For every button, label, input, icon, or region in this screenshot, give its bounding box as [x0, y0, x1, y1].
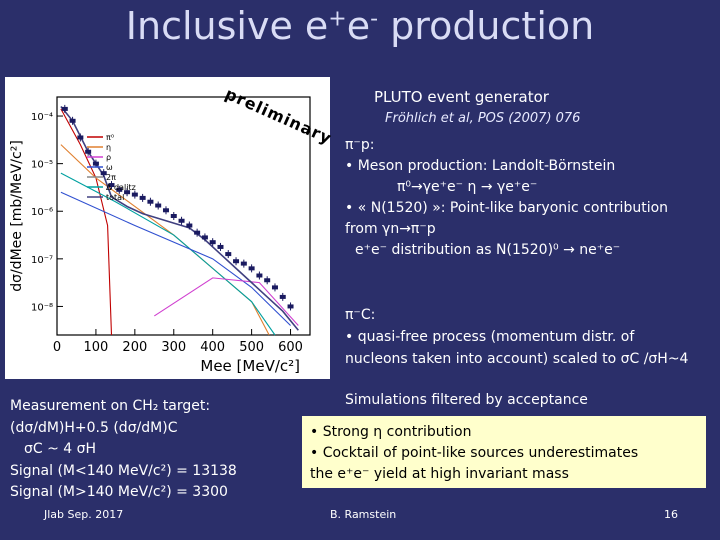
plot-frame: [56, 96, 311, 336]
rho-curve: [154, 277, 299, 326]
data-point: [147, 199, 154, 204]
data-point: [225, 252, 232, 257]
data-point: [194, 230, 201, 235]
pic-block: π⁻C: • quasi-free process (momentum dist…: [345, 304, 715, 370]
data-point: [139, 195, 146, 200]
data-point: [131, 192, 138, 197]
data-point: [233, 259, 240, 264]
bullet-n1520-dist: e⁺e⁻ distribution as N(1520)⁰ → ne⁺e⁻: [355, 242, 621, 258]
legend-entry: Δ dalitz: [106, 183, 136, 192]
legend-entry: ω: [106, 163, 113, 172]
x-tick-label: 200: [122, 340, 147, 355]
legend-entry: η: [106, 143, 111, 152]
pip-header: π⁻p:: [345, 137, 375, 153]
data-point: [108, 183, 115, 188]
data-point: [155, 203, 162, 208]
data-point: [178, 218, 185, 223]
y-axis-label: dσ/dMee [mb/MeV/c²]: [9, 140, 25, 292]
omega-curve: [60, 191, 291, 326]
meas-target: Measurement on CH₂ target:: [10, 398, 211, 414]
x-tick-label: 0: [53, 340, 61, 355]
bullet-meson: • Meson production: Landolt-Börnstein: [345, 158, 616, 174]
x-tick-label: 300: [161, 340, 186, 355]
pip-block: π⁻p: • Meson production: Landolt-Börnste…: [345, 135, 710, 261]
meas-ratio: σC ~ 4 σH: [24, 441, 97, 457]
x-tick-label: 600: [278, 340, 303, 355]
legend-entry: 2π: [106, 173, 116, 182]
data-point: [170, 214, 177, 218]
footer-event: Jlab Sep. 2017: [44, 508, 124, 521]
pi0-curve: [60, 108, 113, 336]
conclusion-box: • Strong η contribution • Cocktail of po…: [302, 416, 706, 488]
bullet-n1520: • « N(1520) »: Point-like baryonic contr…: [345, 200, 669, 216]
y-tick-label: 10⁻⁸: [31, 302, 53, 313]
conclusion-cocktail: • Cocktail of point-like sources underes…: [310, 445, 639, 461]
data-point: [61, 106, 68, 111]
x-tick-label: 100: [84, 340, 109, 355]
x-tick-label: 400: [200, 340, 225, 355]
conclusion-yield: the e⁺e⁻ yield at high invariant mass: [310, 466, 569, 482]
simulation-note: Simulations filtered by acceptance: [345, 392, 588, 408]
chart-svg: 0 100 200 300 400 500 600 10⁻⁴ 10⁻⁵ 10⁻⁶ 10⁻⁷ 10⁻⁸ M…: [9, 96, 311, 375]
data-point: [92, 161, 99, 166]
bullet-quasifree: • quasi-free process (momentum distr. of: [345, 329, 635, 345]
legend-entry: ρ: [106, 153, 111, 162]
meas-signal-low: Signal (M<140 MeV/c²) = 13138: [10, 462, 237, 479]
y-tick-label: 10⁻⁵: [31, 160, 53, 171]
data-point: [248, 266, 255, 271]
slide-title: Inclusive e+e- production: [125, 4, 595, 48]
conclusion-eta: • Strong η contribution: [310, 424, 472, 440]
meas-formula: (dσ/dM)H+0.5 (dσ/dM)C: [10, 419, 178, 436]
data-point: [69, 118, 76, 123]
y-tick-label: 10⁻⁶: [31, 207, 53, 218]
footer-page-number: 16: [664, 508, 678, 521]
data-point: [100, 171, 107, 176]
footer-author: B. Ramstein: [330, 508, 397, 521]
x-axis-label: Mee [MeV/c²]: [200, 357, 300, 375]
data-point: [85, 149, 92, 154]
pic-header: π⁻C:: [345, 307, 376, 323]
data-point: [287, 304, 294, 309]
y-tick-label: 10⁻⁷: [31, 255, 53, 266]
data-point: [124, 190, 131, 195]
data-point: [271, 285, 278, 290]
delta-curve: [60, 172, 276, 336]
eta-curve: [60, 144, 270, 336]
meas-signal-high: Signal (M>140 MeV/c²) = 3300: [10, 484, 228, 500]
bullet-quasifree-cont: nucleons taken into account) scaled to σ…: [345, 351, 689, 367]
data-point: [186, 223, 193, 228]
data-point: [240, 261, 247, 266]
data-point: [217, 244, 224, 249]
data-point: [279, 294, 286, 299]
data-point: [201, 235, 208, 240]
legend-entry: π⁰: [106, 133, 114, 142]
data-point: [116, 187, 123, 192]
reference-citation: Fröhlich et al, POS (2007) 076: [385, 111, 581, 126]
x-tick-label: 500: [239, 340, 264, 355]
legend-entry: total: [106, 193, 124, 202]
data-point: [162, 208, 169, 213]
bullet-n1520-from: from γn→π⁻p: [345, 221, 436, 237]
mass-spectrum-plot: 0 100 200 300 400 500 600 10⁻⁴ 10⁻⁵ 10⁻⁶ 10⁻⁷ 10⁻⁸ M…: [5, 77, 330, 379]
data-point: [264, 278, 271, 283]
measurement-block: Measurement on CH₂ target: (dσ/dM)H+0.5 …: [10, 396, 270, 504]
y-tick-label: 10⁻⁴: [31, 112, 53, 123]
data-point: [256, 273, 263, 278]
pluto-label: PLUTO event generator: [374, 88, 549, 106]
data-point: [77, 135, 84, 140]
data-point: [209, 240, 216, 245]
decay-channels: π⁰→γe⁺e⁻ η → γe⁺e⁻: [397, 179, 538, 195]
